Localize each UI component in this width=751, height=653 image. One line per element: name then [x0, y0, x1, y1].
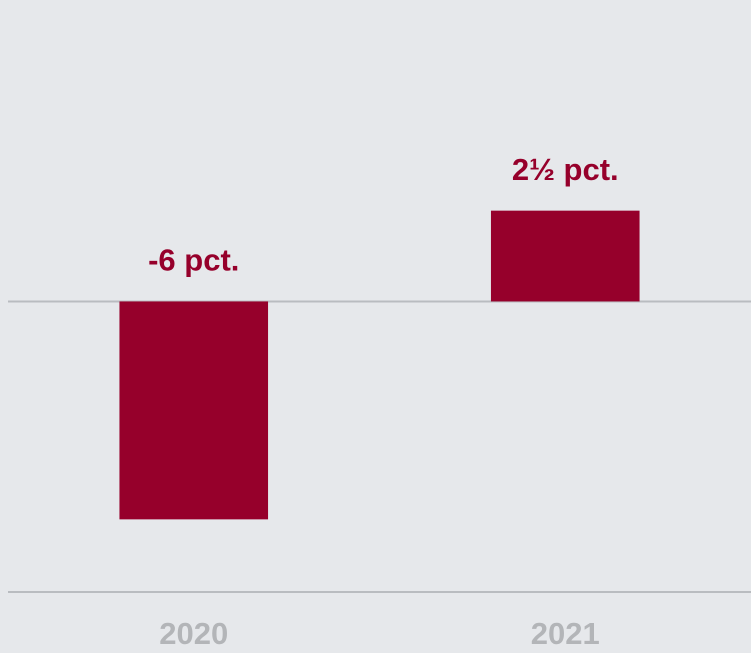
x-tick-label: 2020	[159, 616, 228, 651]
value-label: -6 pct.	[148, 243, 239, 278]
value-label: 2½ pct.	[512, 152, 619, 187]
bar	[119, 301, 269, 520]
x-tick-label: 2021	[531, 616, 600, 651]
bar	[490, 210, 640, 302]
